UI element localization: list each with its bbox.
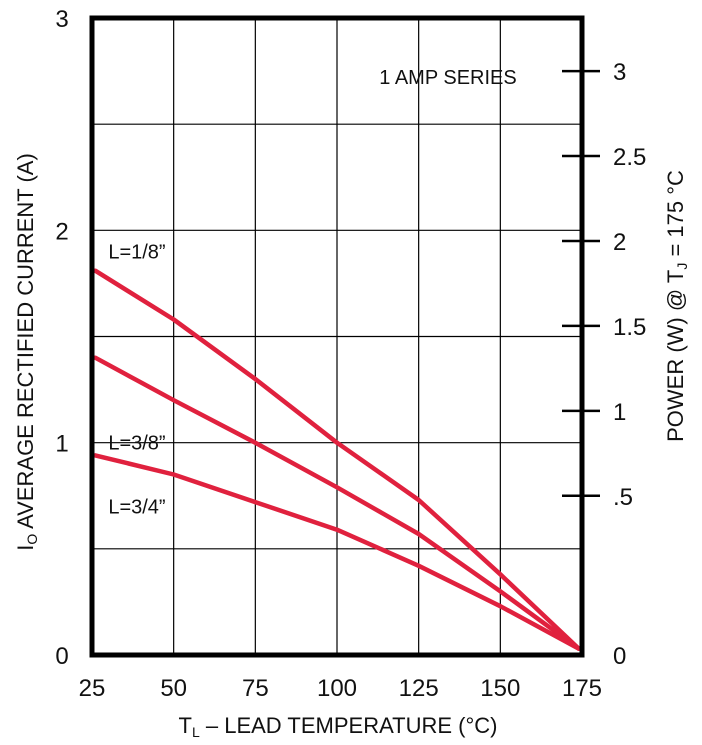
- y-axis-title-main: I: [13, 545, 38, 551]
- y2-axis-title-pre: POWER (W) @ T: [663, 270, 688, 442]
- x-tick-label: 25: [79, 675, 106, 702]
- x-tick-label: 100: [317, 675, 357, 702]
- y2-tick-label: 1.5: [613, 314, 646, 341]
- curve-labels: L=1/8” L=3/8” L=3/4”: [108, 242, 165, 519]
- y2-axis-title-sub: J: [674, 263, 690, 270]
- y-axis-title-sub: O: [24, 534, 40, 545]
- y2-axis-title: POWER (W) @ TJ = 175 °C: [663, 170, 690, 442]
- y-tick-label: 2: [55, 218, 68, 245]
- y-tick-label: 3: [55, 6, 68, 33]
- x-axis-title: TL – LEAD TEMPERATURE (°C): [179, 713, 498, 740]
- y2-tick-label: .5: [613, 484, 633, 511]
- curve-label: L=3/8”: [108, 433, 165, 455]
- series-line: [93, 268, 581, 651]
- x-tick-label: 50: [160, 675, 187, 702]
- y2-tick-label: 0: [613, 643, 626, 670]
- y-axis-title: IO AVERAGE RECTIFIED CURRENT (A): [13, 153, 40, 551]
- y2-tick-label: 2.5: [613, 144, 646, 171]
- y2-tick-label: 2: [613, 229, 626, 256]
- x-axis-title-main: T: [179, 713, 192, 738]
- y2-tick-label: 3: [613, 59, 626, 86]
- y2-axis-title-post: = 175 °C: [663, 170, 688, 263]
- y-tick-label: 1: [55, 431, 68, 458]
- tick-labels: 25 50 75 100 125 150 175 0 1 2 3: [55, 6, 602, 702]
- curve-label: L=1/8”: [108, 242, 165, 264]
- x-tick-label: 75: [242, 675, 269, 702]
- series-line: [93, 355, 581, 651]
- curve-layer: [93, 268, 581, 651]
- curve-label: L=3/4”: [108, 496, 165, 518]
- x-tick-label: 175: [562, 675, 602, 702]
- x-tick-label: 150: [480, 675, 520, 702]
- y2-tick-label: 1: [613, 399, 626, 426]
- y-tick-label: 0: [55, 643, 68, 670]
- chart-title: 1 AMP SERIES: [379, 67, 516, 89]
- x-tick-label: 125: [399, 675, 439, 702]
- x-axis-title-rest: – LEAD TEMPERATURE (°C): [200, 713, 498, 738]
- series-line: [93, 453, 581, 651]
- plot-frame: [89, 15, 585, 658]
- grid-layer: [92, 18, 582, 655]
- y-axis-title-rest: AVERAGE RECTIFIED CURRENT (A): [13, 153, 38, 534]
- right-axis: 0 .5 1 1.5 2 2.5 3: [562, 59, 646, 670]
- x-axis-title-sub: L: [192, 724, 200, 740]
